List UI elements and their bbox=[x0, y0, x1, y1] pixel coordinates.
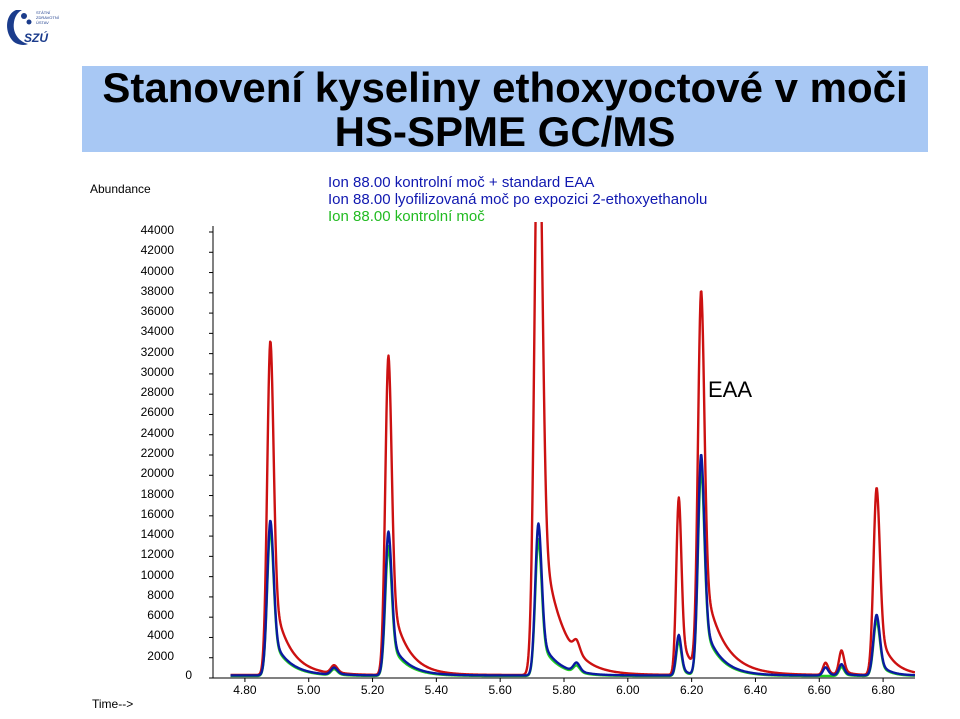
legend-entry-red: Ion 88.00 kontrolní moč + standard EAA bbox=[328, 174, 595, 191]
y-tick-label: 2000 bbox=[147, 648, 174, 663]
legend: Ion 88.00 kontrolní moč + standard EAA I… bbox=[328, 174, 707, 225]
y-tick-label: 6000 bbox=[147, 608, 174, 623]
title-line-2: HS-SPME GC/MS bbox=[334, 108, 676, 155]
y-tick-label: 30000 bbox=[140, 364, 174, 379]
series-line-1 bbox=[229, 453, 915, 677]
x-tick-label: 6.40 bbox=[743, 683, 768, 697]
y-tick-label: 8000 bbox=[147, 587, 174, 602]
axis-lines bbox=[212, 226, 915, 679]
x-tick-label: 6.80 bbox=[871, 683, 895, 697]
szu-logo: STÁTNÍ ZDRAVOTNÍ ÚSTAV SZÚ bbox=[2, 4, 60, 50]
x-tick-label: 5.60 bbox=[488, 683, 512, 697]
y-tick-label: 40000 bbox=[140, 263, 174, 278]
y-tick-label: 12000 bbox=[140, 547, 174, 562]
y-tick-label: 14000 bbox=[140, 527, 174, 542]
y-tick-label: 26000 bbox=[140, 405, 174, 420]
x-tick-label: 5.80 bbox=[552, 683, 576, 697]
title-background bbox=[82, 66, 928, 152]
y-tick-label: 28000 bbox=[140, 385, 174, 400]
logo-mark: SZÚ bbox=[24, 30, 48, 45]
logo-line-1: STÁTNÍ bbox=[36, 10, 51, 15]
y-tick-label: 44000 bbox=[140, 223, 174, 237]
y-tick-label: 34000 bbox=[140, 324, 174, 339]
page-title: Stanovení kyseliny ethoxyoctové v moči H… bbox=[82, 66, 928, 154]
y-tick-label: 10000 bbox=[140, 567, 174, 582]
y-tick-label: 20000 bbox=[140, 466, 174, 481]
y-tick-label: 32000 bbox=[140, 344, 174, 359]
legend-entry-blue: Ion 88.00 lyofilizovaná moč po expozici … bbox=[328, 191, 708, 208]
series-line-2 bbox=[229, 467, 915, 678]
x-tick-label: 6.20 bbox=[679, 683, 704, 697]
legend-entry-green: Ion 88.00 kontrolní moč bbox=[328, 208, 485, 225]
eaa-annotation: EAA bbox=[708, 377, 753, 402]
y-tick-label: 36000 bbox=[140, 304, 174, 319]
y-tick-label: 0 bbox=[185, 668, 192, 682]
x-tick-label: 5.40 bbox=[424, 683, 449, 697]
x-axis-label: Time--> bbox=[92, 697, 134, 711]
logo-line-2: ZDRAVOTNÍ bbox=[36, 15, 60, 20]
x-tick-label: 6.00 bbox=[616, 683, 640, 697]
logo-line-3: ÚSTAV bbox=[36, 20, 49, 25]
y-tick-label: 42000 bbox=[140, 243, 174, 258]
x-tick-label: 4.80 bbox=[233, 683, 257, 697]
x-tick-label: 6.60 bbox=[807, 683, 831, 697]
x-tick-label: 5.20 bbox=[360, 683, 385, 697]
y-tick-label: 24000 bbox=[140, 425, 174, 440]
y-axis-label: Abundance bbox=[90, 182, 151, 196]
y-tick-label: 22000 bbox=[140, 446, 174, 460]
y-tick-label: 18000 bbox=[140, 486, 174, 501]
y-tick-label: 4000 bbox=[147, 628, 174, 643]
title-line-1: Stanovení kyseliny ethoxyoctové v moči bbox=[102, 64, 908, 111]
x-tick-label: 5.00 bbox=[297, 683, 321, 697]
series-line-0 bbox=[229, 222, 915, 677]
y-tick-label: 16000 bbox=[140, 506, 174, 521]
y-tick-label: 38000 bbox=[140, 283, 174, 298]
